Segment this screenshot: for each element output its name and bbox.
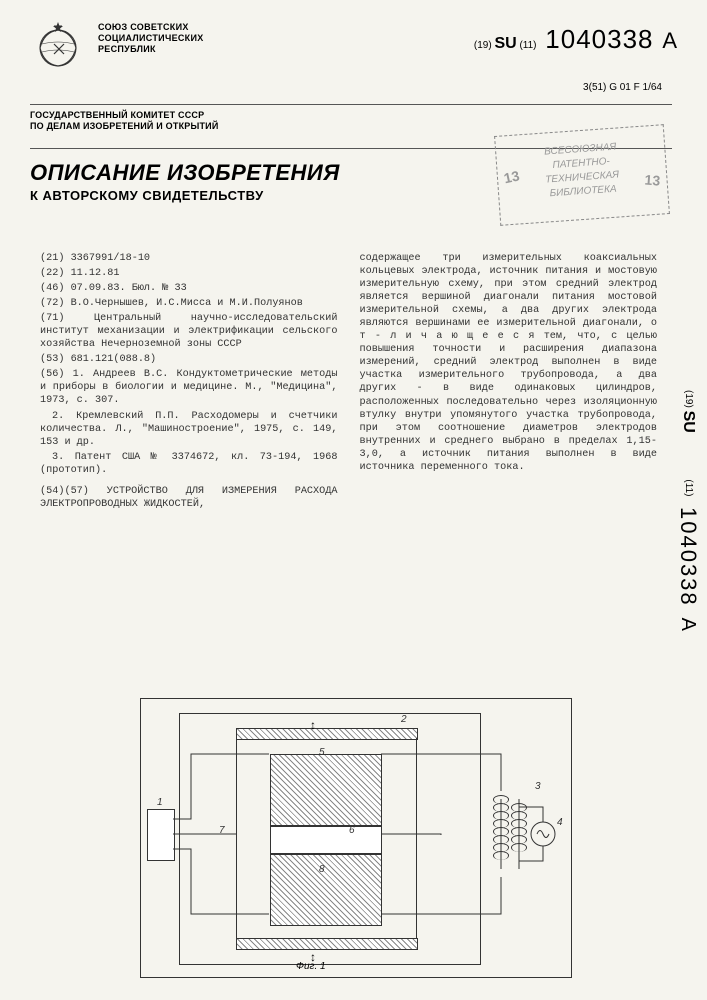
committee: ГОСУДАРСТВЕННЫЙ КОМИТЕТ СССР ПО ДЕЛАМ ИЗ… — [30, 110, 219, 132]
tube-left-wall — [236, 738, 237, 938]
field-publication: (46) 07.09.83. Бюл. № 33 — [40, 282, 338, 295]
issuer-line: СОЦИАЛИСТИЧЕСКИХ — [98, 33, 474, 44]
stamp-line: ВСЕСОЮЗНАЯ — [544, 142, 617, 158]
title-main: ОПИСАНИЕ ИЗОБРЕТЕНИЯ — [30, 160, 340, 186]
issuer-line: РЕСПУБЛИК — [98, 44, 474, 55]
field-inventors: (72) В.О.Чернышев, И.С.Мисса и М.И.Полуя… — [40, 297, 338, 310]
header: СОЮЗ СОВЕТСКИХ СОЦИАЛИСТИЧЕСКИХ РЕСПУБЛИ… — [0, 0, 707, 74]
committee-line: ГОСУДАРСТВЕННЫЙ КОМИТЕТ СССР — [30, 110, 219, 121]
figure-inner-frame: ↕ ↕ — [179, 713, 481, 965]
figure-label: 5 — [319, 747, 325, 758]
stamp-mark: 13 — [644, 171, 661, 192]
transformer-coil-icon — [493, 795, 509, 859]
figure-1: ↕ ↕ — [140, 698, 572, 978]
library-stamp: 13 ВСЕСОЮЗНАЯ ПАТЕНТНО- ТЕХНИЧЕСКАЯ 13 Б… — [494, 124, 670, 226]
spine-code: (19) SU (11) 1040338 A — [671, 300, 701, 720]
instrument-left — [147, 809, 175, 861]
ipc-code: G 01 F 1/64 — [609, 82, 662, 93]
spine-mid: (11) — [683, 479, 694, 496]
issuer-line: СОЮЗ СОВЕТСКИХ — [98, 22, 474, 33]
figure-label: 1 — [157, 797, 163, 808]
abstract-text: содержащее три измерительных коаксиальны… — [360, 252, 658, 474]
field-udk: (53) 681.121(088.8) — [40, 353, 338, 366]
body-columns: (21) 3367991/18-10 (22) 11.12.81 (46) 07… — [40, 252, 657, 513]
stamp-mark: 13 — [502, 166, 521, 188]
spine-country: SU — [680, 410, 697, 432]
transformer-coil-icon — [511, 803, 527, 851]
electrode-lower — [270, 854, 382, 926]
committee-line: ПО ДЕЛАМ ИЗОБРЕТЕНИЙ И ОТКРЫТИЙ — [30, 121, 219, 132]
issuer-block: СОЮЗ СОВЕТСКИХ СОЦИАЛИСТИЧЕСКИХ РЕСПУБЛИ… — [98, 18, 474, 54]
citation: 2. Кремлевский П.П. Расходомеры и счетчи… — [40, 410, 338, 449]
spine-number: 1040338 — [676, 507, 701, 607]
page: СОЮЗ СОВЕТСКИХ СОЦИАЛИСТИЧЕСКИХ РЕСПУБЛИ… — [0, 0, 707, 1000]
code-prefix: (19) — [474, 40, 492, 51]
citation: 3. Патент США № 3374672, кл. 73-194, 196… — [40, 451, 338, 477]
country-code: SU — [494, 35, 516, 52]
figure-label: 3 — [535, 781, 541, 792]
ussr-emblem-icon — [30, 18, 86, 74]
field-applicant: (71) Центральный научно-исследовательски… — [40, 312, 338, 351]
right-column: содержащее три измерительных коаксиальны… — [360, 252, 658, 513]
code-mid: (11) — [519, 40, 536, 51]
ipc-classification: 3(51) G 01 F 1/64 — [583, 82, 662, 93]
figure-label: 8 — [319, 864, 325, 875]
ipc-prefix: 3(51) — [583, 82, 606, 93]
figure-label: 7 — [219, 825, 225, 836]
publication-number: 1040338 — [545, 24, 653, 54]
spine-suffix: A — [677, 617, 699, 630]
horizontal-rule — [30, 104, 672, 105]
spine-prefix: (19) — [683, 390, 694, 408]
field-application: (21) 3367991/18-10 — [40, 252, 338, 265]
flow-arrow-icon: ↕ — [310, 718, 316, 732]
tube-wall-top — [236, 728, 418, 740]
figure-label: 6 — [349, 825, 355, 836]
publication-suffix: A — [662, 28, 677, 53]
field-title-abstract: (54)(57) УСТРОЙСТВО ДЛЯ ИЗМЕРЕНИЯ РАСХОД… — [40, 485, 338, 511]
electrode-upper — [270, 754, 382, 826]
figure-label: 4 — [557, 817, 563, 828]
stamp-line: БИБЛИОТЕКА — [549, 184, 617, 200]
publication-code: (19) SU (11) 1040338 A — [474, 18, 677, 55]
title-block: ОПИСАНИЕ ИЗОБРЕТЕНИЯ К АВТОРСКОМУ СВИДЕТ… — [30, 160, 340, 203]
stamp-line: ПАТЕНТНО- — [552, 156, 610, 171]
tube-right-wall — [416, 738, 417, 938]
field-filing-date: (22) 11.12.81 — [40, 267, 338, 280]
tube-wall-bottom — [236, 938, 418, 950]
title-sub: К АВТОРСКОМУ СВИДЕТЕЛЬСТВУ — [30, 188, 340, 203]
field-citations: (56) 1. Андреев В.С. Кондуктометрические… — [40, 368, 338, 407]
left-column: (21) 3367991/18-10 (22) 11.12.81 (46) 07… — [40, 252, 338, 513]
figure-label: 2 — [401, 714, 407, 725]
figure-caption: Фиг. 1 — [296, 961, 326, 972]
insulator-bushing — [270, 826, 382, 854]
